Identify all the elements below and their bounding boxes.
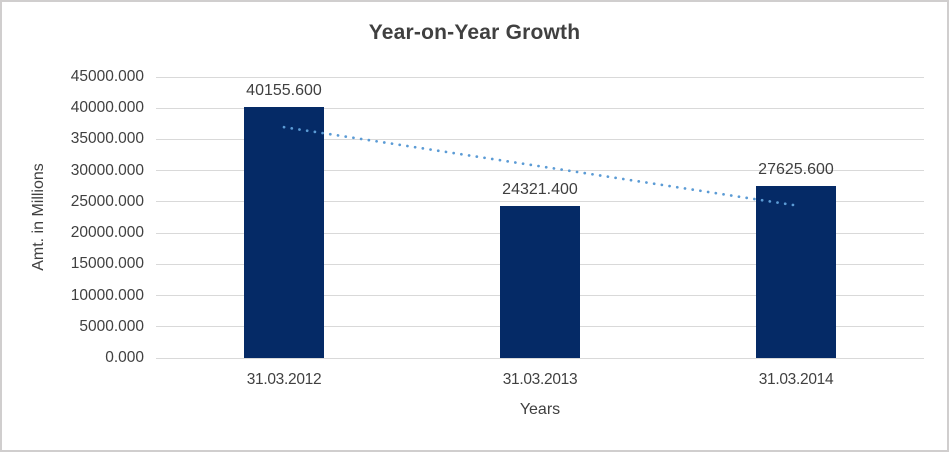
y-axis-tick-label: 5000.000 <box>79 317 144 335</box>
gridline <box>156 357 924 359</box>
trendline <box>282 125 798 207</box>
x-axis-tick-label: 31.03.2013 <box>502 371 578 388</box>
gridline <box>156 170 924 172</box>
bar-value-label: 24321.400 <box>502 181 578 199</box>
gridline <box>156 138 924 140</box>
gridline <box>156 76 924 78</box>
plot-area: 40155.600 31.03.2012 24321.400 31.03.2013 27… <box>156 76 924 388</box>
x-axis-title: Years <box>519 401 561 418</box>
x-axis-tick-label: 31.03.2012 <box>246 371 322 388</box>
gridline <box>156 107 924 109</box>
bar <box>244 107 324 358</box>
y-axis-tick-label: 0.000 <box>105 349 144 366</box>
bar-value-label: 27625.600 <box>758 160 834 178</box>
y-axis-tick-label: 35000.000 <box>70 130 144 148</box>
y-axis-tick-label: 40000.000 <box>70 99 144 117</box>
x-axis-tick-label: 31.03.2014 <box>758 371 834 388</box>
chart-title: Year-on-Year Growth <box>368 21 581 44</box>
bar-value-label: 40155.600 <box>246 82 322 100</box>
y-axis-tick-label: 30000.000 <box>70 161 144 179</box>
y-axis-tick-label: 15000.000 <box>70 255 144 273</box>
y-axis-tick-label: 10000.000 <box>70 286 144 304</box>
gridline <box>156 201 924 203</box>
y-axis-tick-label: 20000.000 <box>70 224 144 242</box>
y-axis-tick-label: 45000.000 <box>70 68 144 85</box>
bar <box>500 206 580 358</box>
y-axis-tick-label: 25000.000 <box>70 192 144 210</box>
bar <box>756 185 836 358</box>
